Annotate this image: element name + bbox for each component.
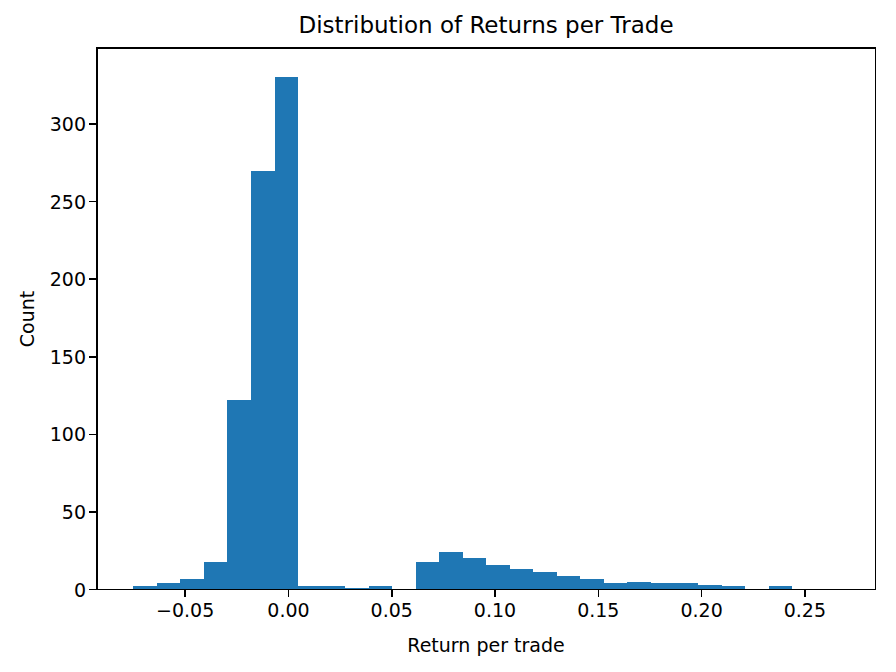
- histogram-bar: [463, 558, 487, 589]
- x-tick-mark: [598, 590, 600, 597]
- y-tick-label: 300: [0, 113, 86, 135]
- y-tick-label: 0: [0, 579, 86, 601]
- y-tick-mark: [89, 589, 96, 591]
- y-tick-label: 50: [0, 501, 86, 523]
- y-axis-label: Count: [16, 291, 38, 347]
- y-tick-mark: [89, 123, 96, 125]
- y-tick-mark: [89, 434, 96, 436]
- histogram-bar: [486, 565, 510, 590]
- histogram-bar: [227, 400, 251, 589]
- histogram-bar: [439, 552, 463, 589]
- plot-area: −0.05 0.00 0.05 0.10 0.15 0.20 0.25 0 50 100 150 20…: [0, 0, 896, 672]
- x-tick-label: 0.05: [371, 599, 413, 621]
- x-tick-mark: [804, 590, 806, 597]
- x-tick-mark: [391, 590, 393, 597]
- histogram-bar: [533, 572, 557, 589]
- y-tick-label: 150: [0, 346, 86, 368]
- x-tick-mark: [184, 590, 186, 597]
- top-spine: [96, 47, 876, 49]
- right-spine: [875, 47, 877, 590]
- left-spine: [96, 47, 98, 590]
- y-tick-label: 100: [0, 423, 86, 445]
- histogram-bar: [416, 562, 440, 590]
- x-tick-label: 0.00: [267, 599, 309, 621]
- x-tick-label: −0.05: [156, 599, 214, 621]
- histogram-figure: Distribution of Returns per Trade −0.050…: [0, 0, 896, 672]
- y-tick-label: 250: [0, 191, 86, 213]
- x-tick-mark: [701, 590, 703, 597]
- histogram-bar: [510, 569, 534, 589]
- histogram-bar: [557, 576, 581, 590]
- histogram-bar: [204, 562, 228, 590]
- x-tick-label: 0.15: [577, 599, 619, 621]
- y-tick-mark: [89, 511, 96, 513]
- x-tick-label: 0.10: [474, 599, 516, 621]
- x-axis-label: Return per trade: [97, 634, 875, 656]
- x-tick-mark: [288, 590, 290, 597]
- y-tick-mark: [89, 201, 96, 203]
- x-tick-label: 0.25: [784, 599, 826, 621]
- y-tick-mark: [89, 278, 96, 280]
- x-tick-mark: [494, 590, 496, 597]
- y-tick-label: 200: [0, 268, 86, 290]
- y-tick-mark: [89, 356, 96, 358]
- histogram-bar: [275, 77, 299, 589]
- bottom-spine: [96, 589, 876, 591]
- x-tick-label: 0.20: [680, 599, 722, 621]
- histogram-bar: [251, 171, 275, 590]
